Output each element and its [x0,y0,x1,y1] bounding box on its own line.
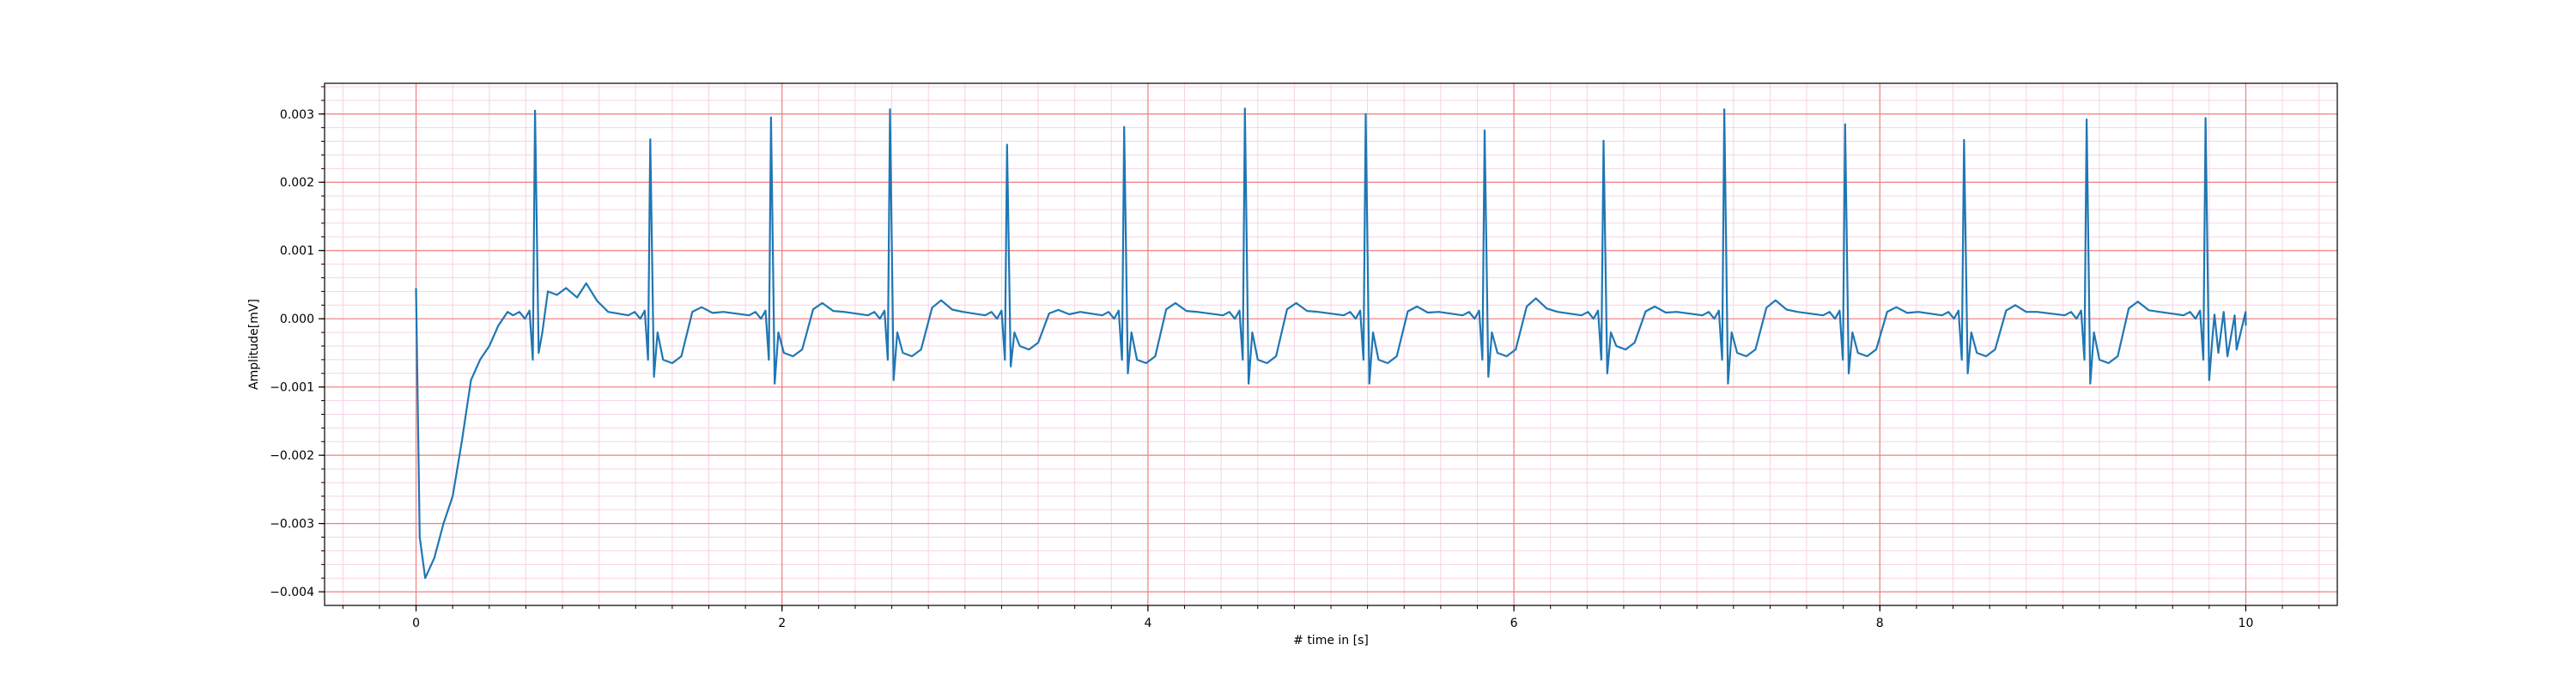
x-tick-label: 0 [412,617,420,630]
y-tick-label: 0.000 [280,313,314,326]
y-tick-label: 0.001 [280,245,314,258]
y-tick-label: −0.002 [270,449,314,463]
y-tick-label: −0.001 [270,381,314,395]
x-tick-label: 4 [1144,617,1151,630]
x-tick-label: 8 [1876,617,1884,630]
x-axis-title: # time in [s] [1293,634,1369,647]
x-axis-ticks: 0 2 4 6 8 10 [343,605,2318,630]
y-tick-label: −0.004 [270,586,314,599]
minor-grid [325,83,2337,605]
x-tick-label: 6 [1510,617,1518,630]
x-tick-label: 2 [778,617,786,630]
y-axis-title: Amplitude[mV] [247,299,261,390]
y-tick-label: −0.003 [270,518,314,532]
y-tick-label: 0.003 [280,108,314,122]
x-tick-label: 10 [2239,617,2254,630]
y-axis-ticks: −0.004 −0.003 −0.002 −0.001 0.000 0.001 0.002 0… [270,87,325,599]
y-tick-label: 0.002 [280,176,314,190]
